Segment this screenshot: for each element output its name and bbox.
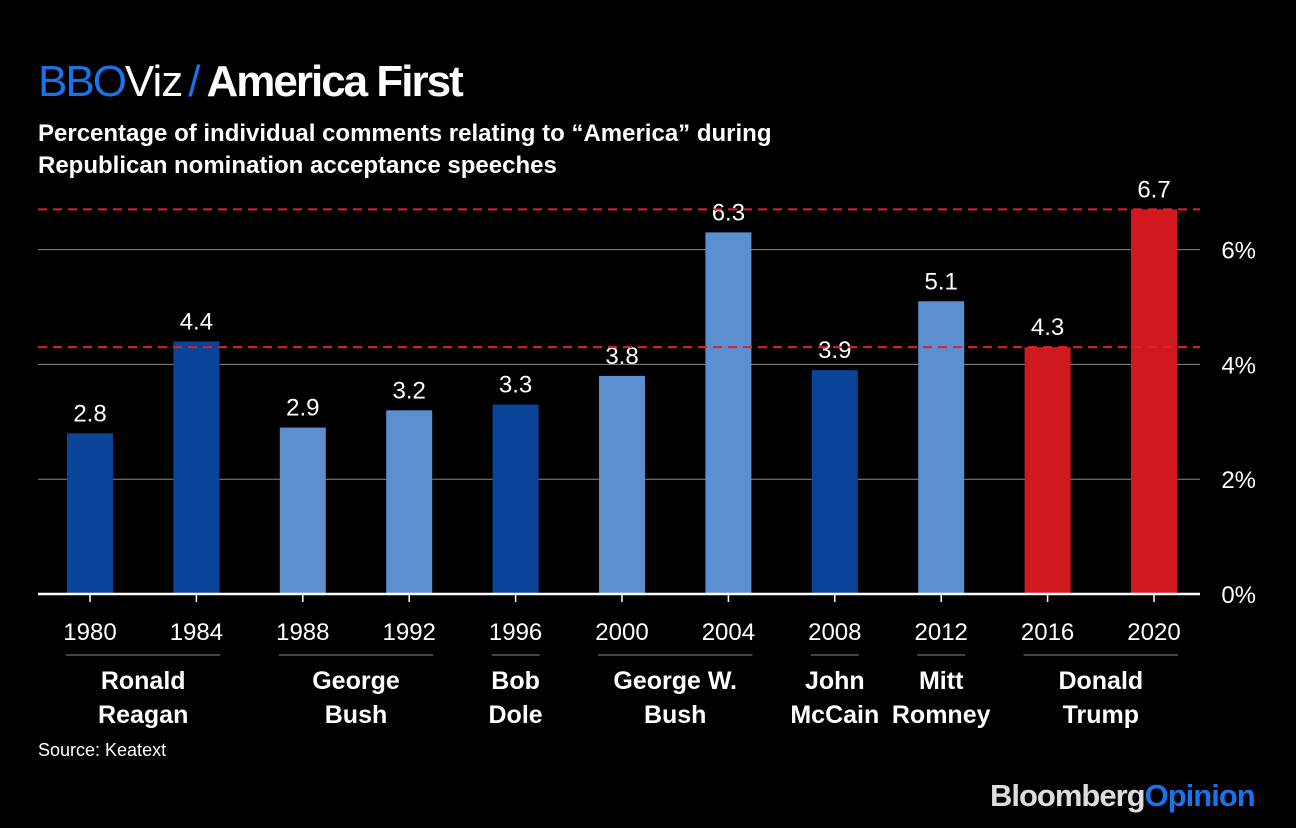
bar-1984 <box>173 341 220 594</box>
candidate-name: Romney <box>892 701 991 729</box>
title-text: America First <box>206 57 463 106</box>
chart-subtitle: Percentage of individual comments relati… <box>38 120 772 179</box>
value-label: 2.9 <box>286 395 319 422</box>
candidate-name: Bush <box>325 701 388 729</box>
y-tick-label: 6% <box>1221 238 1256 265</box>
candidate-name: John <box>805 667 865 695</box>
bar-2004 <box>705 232 752 594</box>
year-label: 1992 <box>383 619 436 646</box>
chart-title: BBOViz / America First <box>38 56 464 108</box>
value-label: 4.3 <box>1031 314 1064 341</box>
value-label: 4.4 <box>180 308 213 335</box>
value-label: 3.3 <box>499 372 532 399</box>
bar-2020 <box>1131 209 1177 595</box>
year-label: 2004 <box>702 619 755 646</box>
candidate-name: Bob <box>491 667 540 695</box>
source-note: Source: Keatext <box>38 740 167 760</box>
value-label: 2.8 <box>73 400 106 427</box>
year-label: 2012 <box>915 619 968 646</box>
year-label: 1984 <box>170 619 223 646</box>
value-label: 5.1 <box>925 268 958 295</box>
title-slash: / <box>188 57 201 106</box>
value-label: 3.2 <box>393 377 426 404</box>
brand-viz: Viz <box>124 57 183 106</box>
y-tick-label: 0% <box>1221 582 1256 609</box>
year-label: 2016 <box>1021 619 1074 646</box>
y-tick-label: 4% <box>1221 352 1256 379</box>
year-label: 1988 <box>276 619 329 646</box>
bar-2012 <box>918 301 965 594</box>
bar-2000 <box>599 375 645 594</box>
bar-2008 <box>811 370 858 594</box>
candidate-name: Dole <box>489 701 543 729</box>
candidate-name: Mitt <box>919 667 964 695</box>
year-label: 1980 <box>63 619 116 646</box>
candidate-name: Trump <box>1063 701 1139 729</box>
candidate-name: Reagan <box>98 701 188 729</box>
year-label: 2000 <box>595 619 648 646</box>
bar-1992 <box>386 410 433 594</box>
value-label: 3.9 <box>818 337 851 364</box>
candidate-name: Donald <box>1058 667 1143 695</box>
candidate-name: Bush <box>644 701 707 729</box>
value-label: 6.7 <box>1137 176 1170 203</box>
year-label: 1996 <box>489 619 542 646</box>
bar-1980 <box>67 433 113 594</box>
candidate-name: McCain <box>790 701 879 729</box>
bloomberg-opinion-logo: BloombergOpinion <box>990 778 1256 813</box>
year-label: 2008 <box>808 619 861 646</box>
brand-bbo: BBO <box>38 57 127 106</box>
bar-1996 <box>492 404 539 594</box>
candidate-name: George W. <box>613 667 737 695</box>
value-label: 6.3 <box>712 199 745 226</box>
y-tick-label: 2% <box>1221 467 1256 494</box>
year-label: 2020 <box>1127 619 1180 646</box>
bar-2016 <box>1024 347 1071 594</box>
candidate-name: George <box>312 667 400 695</box>
candidate-name: Ronald <box>101 667 186 695</box>
bar-1988 <box>279 427 326 594</box>
